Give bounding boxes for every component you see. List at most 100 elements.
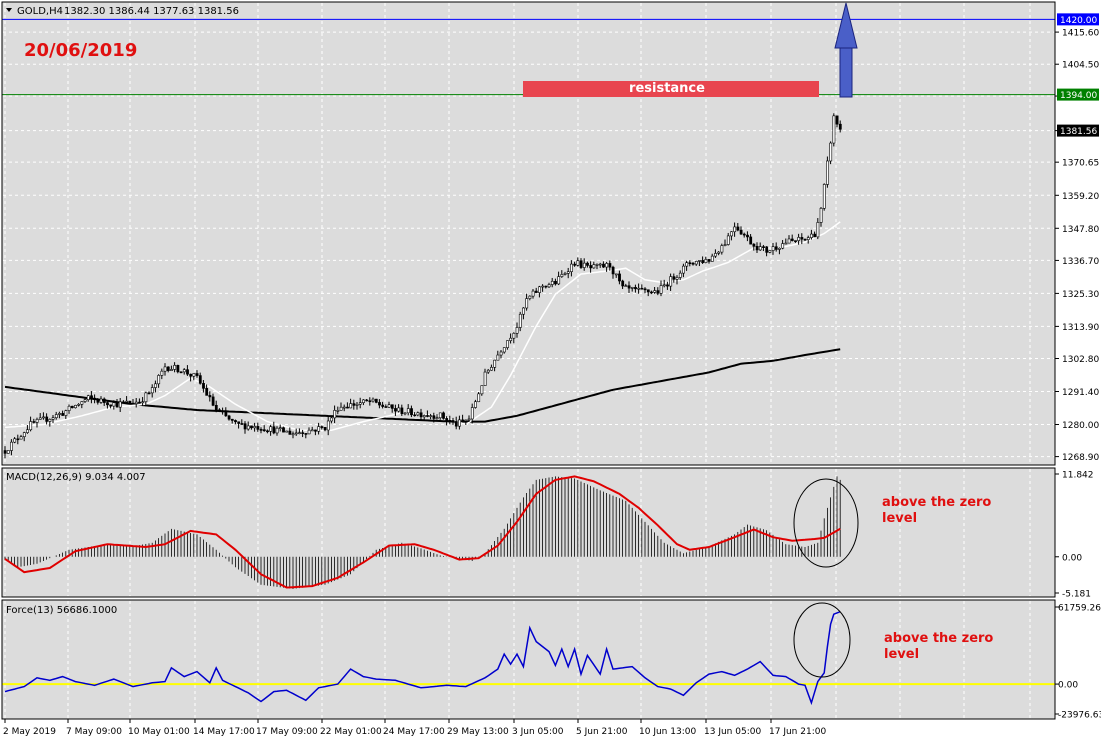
candle-body	[122, 401, 125, 404]
candle-body	[154, 383, 157, 388]
candle-body	[374, 398, 378, 403]
candle-body	[710, 255, 714, 262]
candle-body	[301, 432, 305, 434]
candle-body	[554, 280, 557, 285]
candle-body	[304, 433, 308, 435]
candle-body	[307, 429, 311, 435]
candle-body	[125, 400, 129, 403]
chart-ohlc: 1382.30 1386.44 1377.63 1381.56	[64, 6, 239, 17]
candle-body	[26, 429, 29, 433]
candle-body	[477, 393, 481, 403]
candle-body	[253, 426, 257, 429]
candle-body	[704, 259, 708, 263]
triangle-down-icon[interactable]	[6, 8, 12, 12]
candle-body	[90, 395, 93, 399]
time-tick-label: 14 May 17:00	[193, 727, 255, 737]
candle-body	[682, 265, 685, 274]
candle-body	[205, 388, 209, 396]
candle-body	[243, 423, 247, 430]
candle-body	[608, 263, 612, 268]
price-tick-label: 1268.90	[1062, 453, 1099, 463]
candle-body	[445, 418, 449, 421]
candle-body	[384, 406, 388, 408]
candle-body	[266, 430, 269, 433]
candle-body	[573, 263, 577, 266]
time-tick-label: 17 May 09:00	[256, 727, 318, 737]
candle-body	[762, 246, 765, 248]
candle-body	[720, 245, 724, 253]
candle-body	[256, 426, 260, 430]
candle-body	[358, 402, 362, 405]
candle-body	[771, 246, 775, 251]
macd-axis: 11.842 0.00 -5.181	[1055, 471, 1094, 600]
candle-body	[406, 408, 410, 414]
candle-body	[835, 115, 839, 125]
candle-body	[659, 285, 663, 294]
candle-body	[560, 274, 564, 277]
price-tick-label: 1404.50	[1062, 61, 1099, 71]
candle-body	[643, 288, 647, 291]
candle-body	[432, 415, 436, 419]
macd-highlight-circle	[793, 478, 859, 568]
candle-body	[544, 285, 548, 288]
candle-body	[458, 419, 461, 427]
candle-body	[250, 425, 253, 429]
candle-body	[512, 332, 516, 339]
price-tick-label: 1336.70	[1062, 257, 1099, 267]
candle-body	[496, 354, 500, 361]
candle-body	[189, 373, 193, 377]
candle-body	[557, 276, 561, 285]
candle-body	[195, 373, 199, 376]
candle-body	[67, 405, 71, 411]
target-price-badge-background	[1057, 13, 1099, 26]
force-line	[4, 610, 841, 706]
candle-body	[115, 402, 119, 408]
candle-body	[192, 373, 196, 377]
candle-body	[150, 387, 154, 394]
candle-body	[227, 415, 231, 420]
candle-body	[691, 262, 695, 265]
candle-body	[819, 207, 823, 223]
candle-body	[202, 383, 205, 389]
candle-body	[515, 327, 519, 334]
candle-body	[518, 313, 522, 328]
candle-body	[685, 262, 689, 267]
candle-body	[147, 392, 151, 395]
candle-body	[61, 413, 65, 416]
candle-body	[35, 419, 39, 423]
force-pane-background	[2, 600, 1055, 719]
candle-body	[461, 419, 465, 422]
resistance-price-badge-background	[1057, 88, 1099, 101]
time-tick-label: 10 Jun 13:00	[639, 727, 696, 737]
candle-body	[538, 286, 541, 293]
price-tick-label: 1370.65	[1062, 159, 1099, 169]
candle-body	[208, 395, 212, 398]
candle-body	[499, 351, 503, 356]
candle-body	[829, 142, 833, 162]
candle-body	[797, 237, 801, 241]
candle-body	[755, 246, 759, 251]
candle-body	[451, 420, 455, 422]
candle-body	[618, 273, 621, 282]
candle-body	[58, 413, 61, 415]
candle-body	[368, 400, 372, 403]
candle-body	[739, 229, 743, 235]
candlesticks	[3, 113, 842, 459]
candle-body	[826, 160, 829, 185]
candle-body	[45, 416, 49, 422]
candle-body	[371, 398, 375, 402]
candle-body	[742, 233, 746, 236]
candle-body	[701, 260, 705, 263]
candle-body	[118, 401, 122, 408]
candle-body	[112, 402, 116, 407]
force-pane-border	[1, 599, 1056, 720]
candle-body	[474, 401, 477, 408]
candle-body	[170, 369, 173, 371]
candle-body	[93, 397, 97, 400]
candle-body	[653, 290, 657, 293]
candle-body	[320, 426, 324, 428]
candle-body	[570, 263, 573, 272]
candle-body	[480, 385, 484, 395]
